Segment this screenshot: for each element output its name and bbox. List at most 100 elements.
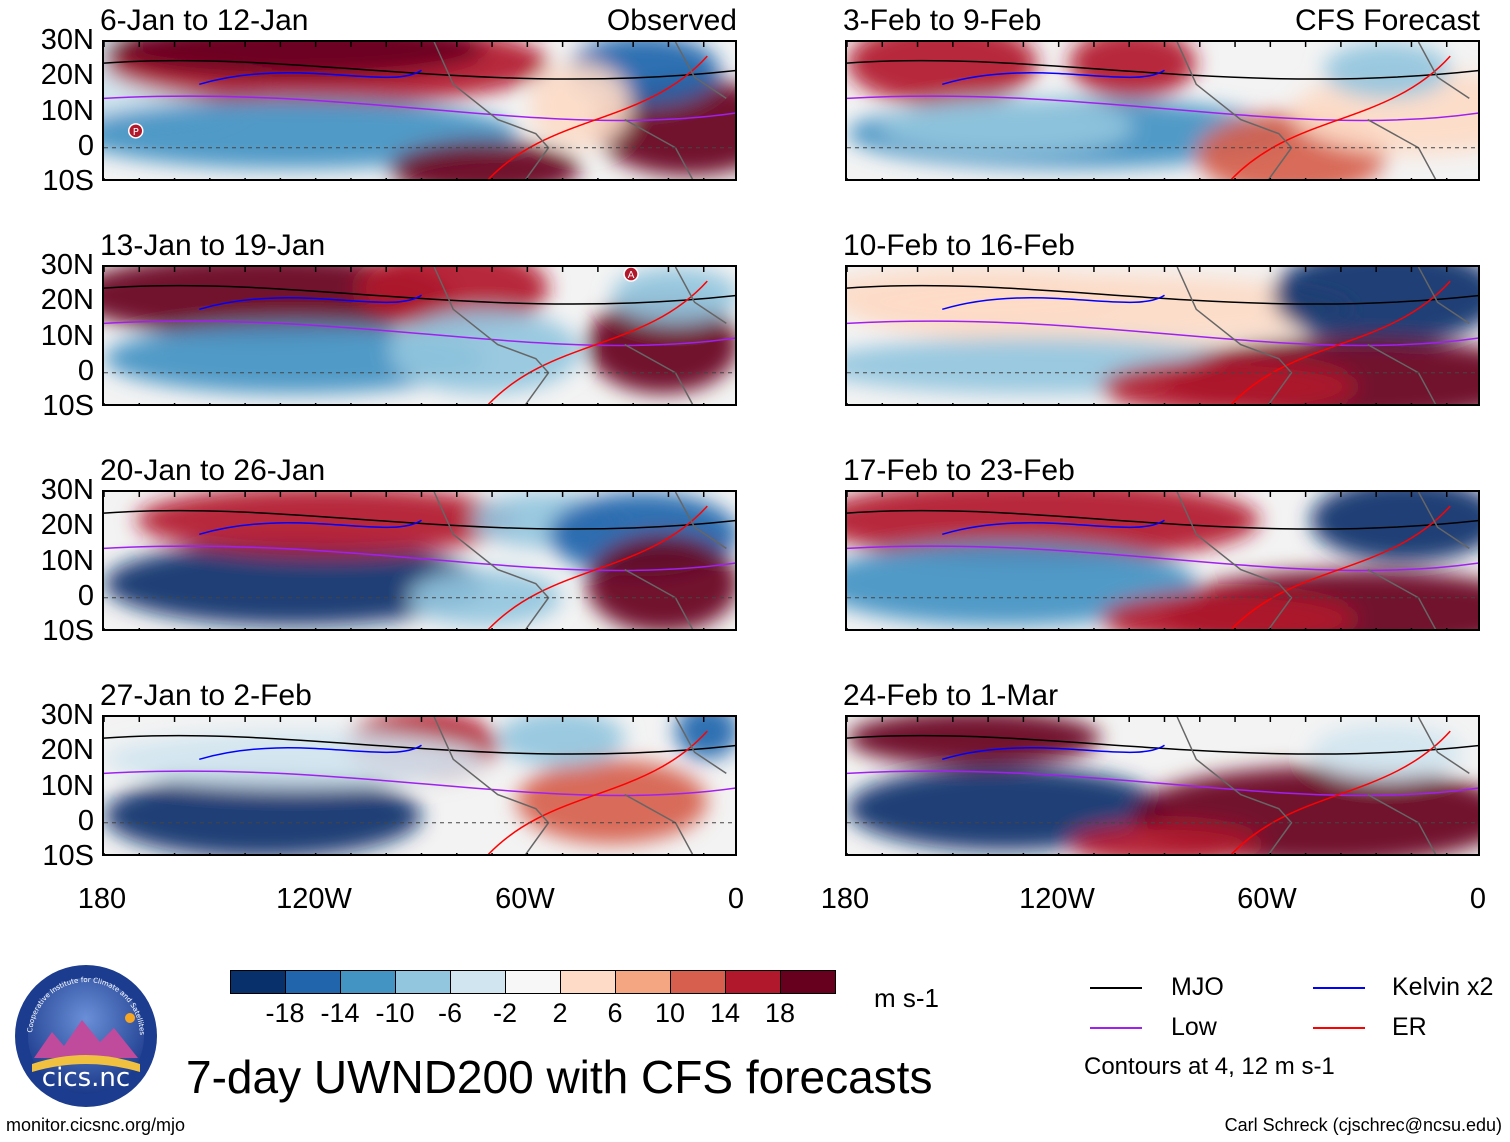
contour-line <box>942 519 1165 536</box>
colorbar-swatch <box>670 970 726 994</box>
y-tick-label: 0 <box>77 579 94 612</box>
colorbar-swatch <box>505 970 561 994</box>
wind-field <box>104 492 735 629</box>
anomaly-blob <box>847 42 1038 106</box>
anomaly-blob <box>516 759 708 844</box>
contour-line <box>1230 280 1451 404</box>
x-tick-right-180: 180 <box>820 883 870 915</box>
anomaly-blob <box>675 717 735 760</box>
map-panel <box>102 490 737 631</box>
legend-line-kelvin <box>1313 987 1365 989</box>
contour-line <box>104 320 735 347</box>
storm-marker <box>128 123 144 139</box>
contour-line <box>487 505 708 629</box>
footer-credit: Carl Schreck (cjschrec@ncsu.edu) <box>1224 1115 1502 1135</box>
y-tick-label: 0 <box>77 354 94 387</box>
anomaly-blob <box>847 541 1197 626</box>
map-panel <box>845 265 1480 406</box>
contour-line <box>1230 55 1451 179</box>
contour-line <box>847 59 1478 80</box>
panel-title: 24-Feb to 1-Mar <box>843 679 1059 712</box>
anomaly-blob <box>1101 590 1355 629</box>
map-panel <box>845 490 1480 631</box>
y-tick-label: 10N <box>40 94 94 127</box>
contour-line <box>1230 505 1451 629</box>
contour-line <box>104 545 735 572</box>
contour-line <box>847 770 1478 797</box>
y-tick-label: 10N <box>40 319 94 352</box>
colorbar-label: 14 <box>709 998 741 1028</box>
panel-title: 10-Feb to 16-Feb <box>843 229 1075 262</box>
y-tick-label: 10S <box>42 615 94 647</box>
wind-field <box>847 492 1478 629</box>
x-tick-left-120w: 120W <box>276 883 352 915</box>
contour-line <box>847 545 1478 572</box>
legend-line-low <box>1090 1027 1142 1029</box>
anomaly-blob <box>847 267 1133 324</box>
contour-line <box>104 59 735 80</box>
wind-field: A <box>104 267 735 404</box>
y-tick-label: 10S <box>42 840 94 872</box>
map-panel: P <box>102 40 737 181</box>
x-tick-left-0: 0 <box>727 883 745 915</box>
wind-field <box>847 267 1478 404</box>
contour-line <box>847 284 1478 305</box>
panel-title: 20-Jan to 26-Jan <box>100 454 326 487</box>
y-tick-label: 20N <box>40 509 94 542</box>
contour-line <box>847 509 1478 530</box>
y-tick-label: 20N <box>40 59 94 92</box>
wind-field <box>104 717 735 854</box>
anomaly-blob <box>1272 267 1478 345</box>
anomaly-blob <box>586 534 735 629</box>
colorbar-swatch <box>615 970 671 994</box>
panel-tag: CFS Forecast <box>1294 4 1480 37</box>
contour-line <box>942 744 1165 761</box>
anomaly-blob <box>104 731 485 788</box>
contour-line <box>104 770 735 797</box>
y-tick-label: 30N <box>40 699 94 731</box>
contour-line <box>104 95 735 122</box>
anomaly-blob <box>104 42 485 78</box>
contour-line <box>487 55 708 179</box>
x-tick-right-60w: 60W <box>1237 883 1297 915</box>
anomaly-blob <box>104 541 485 626</box>
anomaly-blob <box>1291 70 1478 155</box>
panel-title: 17-Feb to 23-Feb <box>843 454 1075 487</box>
contour-line <box>199 69 422 86</box>
colorbar-swatch <box>285 970 341 994</box>
y-tick-label: 10S <box>42 165 94 197</box>
anomaly-blob <box>529 63 632 148</box>
figure-title: 7-day UWND200 with CFS forecasts <box>186 1051 933 1103</box>
y-tick-label: 10S <box>42 390 94 422</box>
y-tick-label: 0 <box>77 804 94 837</box>
colorbar-swatch <box>450 970 506 994</box>
anomaly-blob <box>1323 42 1451 99</box>
y-tick-label: 30N <box>40 24 94 56</box>
panel-title: 6-Jan to 12-Jan <box>100 4 309 37</box>
panel-title: 3-Feb to 9-Feb <box>843 4 1042 37</box>
svg-text:cics.nc: cics.nc <box>42 1063 130 1093</box>
contour-line <box>847 320 1478 347</box>
x-tick-right-120w: 120W <box>1019 883 1095 915</box>
storm-marker <box>623 267 639 282</box>
legend-label-mjo: MJO <box>1171 973 1224 1001</box>
y-tick-label: 30N <box>40 474 94 506</box>
legend-label-kelvin: Kelvin x2 <box>1392 973 1494 1001</box>
y-tick-label: 0 <box>77 129 94 162</box>
colorbar-swatch <box>340 970 396 994</box>
anomaly-blob <box>1069 42 1197 99</box>
colorbar-label: -6 <box>437 998 463 1028</box>
wind-field <box>847 42 1478 179</box>
anomaly-blob <box>1101 358 1355 404</box>
colorbar-swatch <box>725 970 781 994</box>
contour-line <box>199 519 422 536</box>
colorbar-label: 6 <box>607 998 623 1028</box>
colorbar-swatch <box>230 970 286 994</box>
wind-field <box>847 717 1478 854</box>
legend-line-er <box>1313 1027 1365 1029</box>
contour-line <box>847 734 1478 755</box>
legend-label-er: ER <box>1392 1013 1427 1041</box>
contour-line <box>104 734 735 755</box>
anomaly-blob <box>104 323 485 394</box>
panel-title: 27-Jan to 2-Feb <box>100 679 312 712</box>
